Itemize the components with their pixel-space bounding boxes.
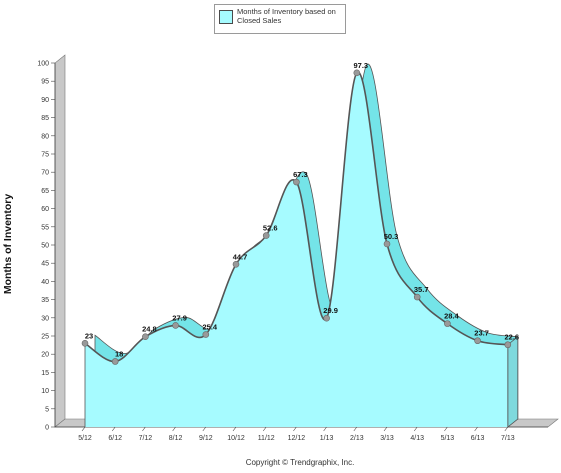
data-point	[504, 341, 512, 349]
data-label: 24.8	[142, 325, 157, 334]
x-tick-label: 2/13	[350, 435, 364, 442]
data-point	[142, 333, 149, 341]
data-label: 67.3	[293, 170, 308, 179]
x-tick-mark	[111, 426, 116, 432]
x-tick-mark	[293, 426, 297, 432]
data-label: 23.7	[474, 329, 489, 338]
y-axis-label: Months of Inventory	[2, 193, 14, 295]
x-tick-mark	[172, 426, 176, 432]
data-label: 52.6	[263, 224, 278, 233]
x-tick-mark	[232, 426, 237, 432]
area-front-face	[85, 72, 508, 428]
data-point	[353, 69, 361, 77]
data-label: 29.9	[323, 306, 338, 315]
data-point	[232, 260, 240, 268]
data-label: 97.3	[353, 61, 368, 70]
area-line	[84, 71, 508, 363]
x-tick-label: 5/12	[78, 435, 92, 442]
x-tick-label: 8/12	[169, 435, 183, 442]
data-point	[444, 320, 451, 327]
x-tick-mark	[81, 426, 86, 432]
y-tick-label: 95	[41, 79, 49, 86]
y-tick-label: 100	[37, 61, 49, 68]
y-tick-label: 25	[41, 334, 49, 341]
y-tick-label: 0	[45, 425, 49, 432]
x-tick-label: 7/12	[139, 435, 153, 442]
x-tick-mark	[353, 426, 358, 432]
y-tick-label: 70	[41, 170, 49, 177]
y-axis-ticks: 0 5 10 15 20 25 30 35 40 45 50 55 60 65 70 75 80 85 90 95 10…	[37, 61, 55, 432]
y-tick-label: 80	[41, 133, 49, 140]
x-tick-label: 11/12	[258, 435, 275, 442]
x-tick-label: 12/12	[288, 435, 306, 442]
data-point	[474, 337, 481, 345]
y-tick-label: 65	[41, 188, 49, 195]
data-label: 35.7	[414, 285, 429, 294]
x-axis-ticks: 5/12 6/12 7/12 8/12 9/12 10/12 11/12 12/12 1/13 2…	[78, 426, 515, 442]
data-label: 50.3	[384, 232, 399, 241]
y-tick-label: 60	[41, 206, 49, 213]
data-point	[323, 314, 330, 322]
x-tick-mark	[142, 426, 146, 432]
x-tick-label: 6/12	[108, 435, 122, 442]
x-tick-label: 5/13	[441, 435, 455, 442]
data-point	[81, 339, 89, 347]
y-tick-label: 30	[41, 315, 49, 322]
x-tick-mark	[413, 426, 418, 432]
x-tick-label: 3/13	[380, 435, 394, 442]
area-side-face	[507, 335, 519, 428]
chart-legend: Months of Inventory based on Closed Sale…	[214, 4, 346, 34]
x-tick-label: 10/12	[227, 435, 245, 442]
y-tick-label: 85	[41, 115, 49, 122]
area-series	[84, 63, 519, 428]
data-label: 23	[85, 331, 93, 340]
data-labels: 23 18 24.8 27.9 25.4 44.7 52.6 67.3 29.9 97.3 50.3…	[85, 61, 519, 359]
data-label: 44.7	[233, 252, 248, 261]
x-tick-mark	[262, 426, 267, 432]
data-point	[413, 293, 421, 301]
y-tick-label: 55	[41, 224, 49, 231]
data-point	[111, 358, 119, 365]
x-tick-mark	[444, 426, 448, 432]
x-tick-mark	[474, 426, 478, 432]
legend-swatch	[219, 10, 233, 24]
legend-label: Months of Inventory based on Closed Sale…	[237, 7, 336, 25]
data-point	[262, 232, 270, 239]
x-tick-mark	[383, 426, 388, 432]
data-point	[172, 322, 179, 329]
data-label: 28.4	[444, 312, 459, 321]
y-tick-label: 75	[41, 152, 49, 159]
data-label: 25.4	[202, 323, 217, 332]
x-tick-label: 4/13	[410, 435, 424, 442]
y-tick-label: 20	[41, 352, 49, 359]
y-tick-label: 50	[41, 243, 49, 250]
data-point	[293, 178, 300, 186]
data-label: 27.9	[172, 313, 187, 322]
x-tick-label: 1/13	[320, 435, 334, 442]
copyright-footer: Copyright © Trendgraphix, Inc.	[245, 458, 355, 467]
y-tick-label: 5	[45, 406, 49, 413]
y-tick-label: 35	[41, 297, 49, 304]
x-tick-mark	[504, 426, 509, 432]
x-tick-mark	[323, 426, 327, 432]
x-tick-label: 6/13	[471, 435, 485, 442]
left-wall	[54, 54, 66, 428]
data-label: 22.6	[504, 333, 519, 342]
data-label: 18	[115, 349, 123, 358]
x-tick-label: 9/12	[199, 435, 213, 442]
data-point	[202, 331, 210, 338]
y-tick-label: 15	[41, 370, 49, 377]
x-tick-mark	[202, 426, 207, 432]
y-tick-label: 40	[41, 279, 49, 286]
y-tick-label: 10	[41, 388, 49, 395]
data-point	[383, 240, 391, 248]
x-tick-label: 7/13	[501, 435, 515, 442]
data-markers	[81, 69, 512, 365]
y-tick-label: 45	[41, 261, 49, 268]
y-tick-label: 90	[41, 97, 49, 104]
